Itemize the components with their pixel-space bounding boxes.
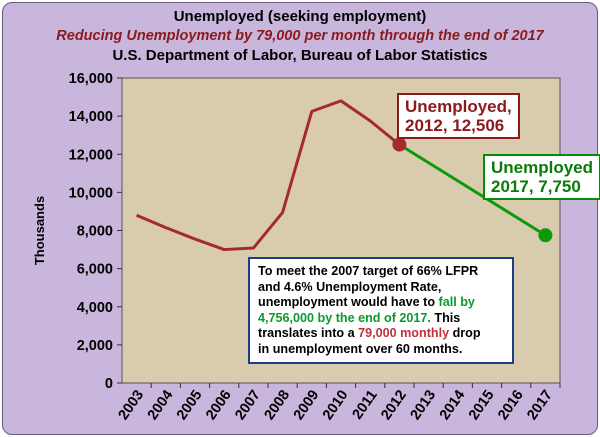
x-tick-label: 2016	[495, 387, 527, 423]
chart-subtitle: Reducing Unemployment by 79,000 per mont…	[56, 28, 544, 44]
note-line-3: unemployment would have to fall by	[258, 295, 504, 311]
note-line-3a: unemployment would have to	[258, 295, 436, 309]
series-line-0	[136, 99, 401, 252]
annotation-2017-line2: 2017, 7,750	[491, 177, 581, 196]
note-line-5c: drop	[449, 326, 481, 340]
y-tick-label: 2,000	[77, 338, 113, 354]
x-tick-label: 2009	[291, 387, 323, 423]
annotation-2017-line1: Unemployed	[491, 158, 594, 177]
x-tick-label: 2015	[466, 387, 498, 423]
note-line-4: 4,756,000 by the end of 2017. This	[258, 311, 504, 327]
series-line-1	[398, 143, 547, 237]
x-tick-label: 2007	[232, 387, 264, 423]
annotation-2012-line1: Unemployed,	[405, 97, 512, 116]
note-highlight-monthly: 79,000 monthly	[358, 326, 450, 340]
note-line-1: To meet the 2007 target of 66% LFPR	[258, 264, 479, 278]
note-line-5: translates into a 79,000 monthly drop	[258, 326, 504, 342]
note-highlight-amount: 4,756,000 by the end of 2017.	[258, 310, 431, 325]
note-line-2: and 4.6% Unemployment Rate,	[258, 279, 442, 294]
series-markers	[392, 137, 553, 243]
x-tick-label: 2011	[350, 387, 381, 422]
x-tick-label: 2010	[320, 387, 352, 423]
chart-title: Unemployed (seeking employment)	[173, 8, 427, 25]
note-line-6: in unemployment over 60 months.	[258, 341, 463, 356]
y-tick-label: 6,000	[77, 262, 113, 278]
x-tick-label: 2004	[145, 387, 177, 423]
x-tick-label: 2005	[174, 387, 206, 423]
annotation-2012-line2: 2012, 12,506	[405, 116, 505, 135]
x-tick-label: 2006	[203, 387, 235, 423]
y-axis-label: Thousands	[32, 196, 47, 265]
annotation-2012: Unemployed, 2012, 12,506	[397, 93, 520, 139]
y-tick-label: 10,000	[69, 185, 113, 201]
x-tick-label: 2008	[262, 387, 294, 423]
note-line-5a: translates into a	[258, 326, 355, 340]
x-axis: 2003200420052006200720082009201020112012…	[116, 383, 561, 423]
data-point-2017	[538, 228, 553, 243]
y-tick-label: 4,000	[77, 300, 113, 316]
series-lines	[136, 99, 547, 252]
x-tick-label: 2003	[116, 387, 148, 423]
y-axis: 0 2,000 4,000 6,000 8,000 10,000 12,000 14,000 1…	[69, 71, 122, 392]
note-highlight-fall-by: fall by	[438, 295, 475, 309]
note-line-4b: This	[430, 310, 461, 325]
data-point-2012	[392, 137, 407, 152]
y-tick-label: 0	[105, 376, 113, 392]
x-tick-label: 2017	[524, 387, 556, 423]
explanation-note: To meet the 2007 target of 66% LFPR and …	[248, 257, 514, 364]
x-tick-label: 2013	[408, 387, 440, 423]
x-tick-label: 2012	[378, 387, 410, 423]
x-tick-label: 2014	[437, 387, 469, 423]
chart-source: U.S. Department of Labor, Bureau of Labo…	[112, 47, 488, 64]
y-tick-label: 16,000	[69, 71, 113, 87]
annotation-2017: Unemployed 2017, 7,750	[483, 154, 600, 200]
y-tick-label: 14,000	[69, 109, 113, 125]
y-tick-label: 8,000	[77, 224, 113, 240]
y-tick-label: 12,000	[69, 147, 113, 163]
